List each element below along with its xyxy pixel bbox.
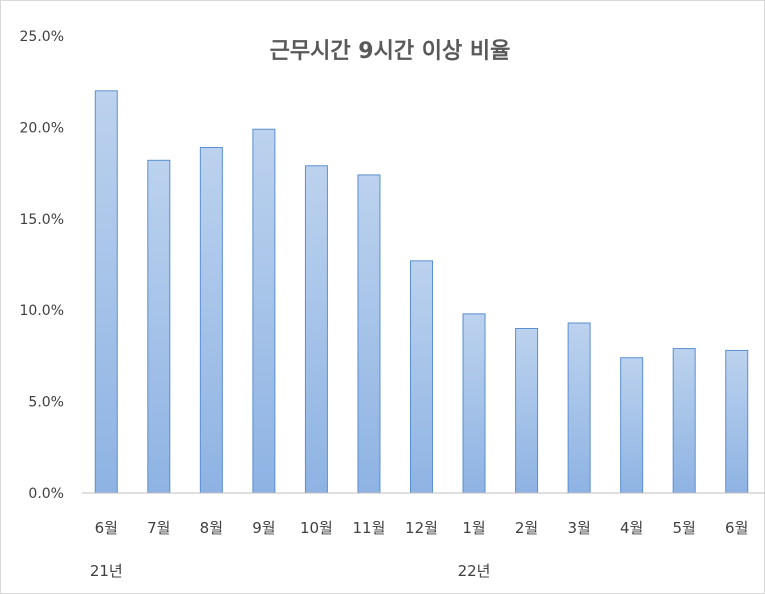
bar <box>462 313 486 494</box>
x-category-label: 6월 <box>725 519 748 537</box>
y-tick-label: 20.0% <box>20 120 64 136</box>
bar <box>199 147 223 494</box>
bar <box>567 322 591 494</box>
chart-title: 근무시간 9시간 이상 비율 <box>270 39 511 64</box>
bar <box>94 90 118 494</box>
x-category-label: 10월 <box>300 519 333 537</box>
y-tick-label: 25.0% <box>20 29 64 45</box>
x-group-label: 22년 <box>458 562 491 580</box>
bar <box>620 357 644 494</box>
x-axis-group-labels: 21년 22년 <box>90 562 491 580</box>
bar <box>357 174 381 494</box>
x-category-label: 7월 <box>147 519 170 537</box>
x-category-label: 9월 <box>252 519 275 537</box>
x-category-label: 8월 <box>200 519 223 537</box>
x-category-label: 12월 <box>405 519 438 537</box>
bar <box>252 128 276 494</box>
bar <box>725 349 749 494</box>
bar <box>410 260 433 494</box>
x-category-label: 6월 <box>95 519 118 537</box>
y-tick-label: 5.0% <box>28 395 64 411</box>
x-category-label: 1월 <box>462 519 485 537</box>
x-category-label: 11월 <box>353 519 386 537</box>
x-category-label: 3월 <box>567 519 590 537</box>
x-category-label: 4월 <box>620 519 643 537</box>
bar <box>304 165 328 494</box>
x-group-label: 21년 <box>90 562 123 580</box>
bars-group <box>94 90 749 494</box>
x-category-label: 5월 <box>673 519 696 537</box>
y-axis-tick-labels: 0.0% 5.0% 10.0% 15.0% 20.0% 25.0% <box>20 29 64 502</box>
y-tick-label: 15.0% <box>20 212 64 228</box>
y-tick-label: 0.0% <box>28 486 64 502</box>
bar <box>515 327 539 494</box>
bar <box>672 348 696 494</box>
x-category-label: 2월 <box>515 519 538 537</box>
bar <box>147 159 171 494</box>
y-tick-label: 10.0% <box>20 303 64 319</box>
x-axis-category-labels: 6월 7월 8월 9월 10월 11월 12월 1월 2월 3월 4월 5월 6월 <box>95 519 749 537</box>
